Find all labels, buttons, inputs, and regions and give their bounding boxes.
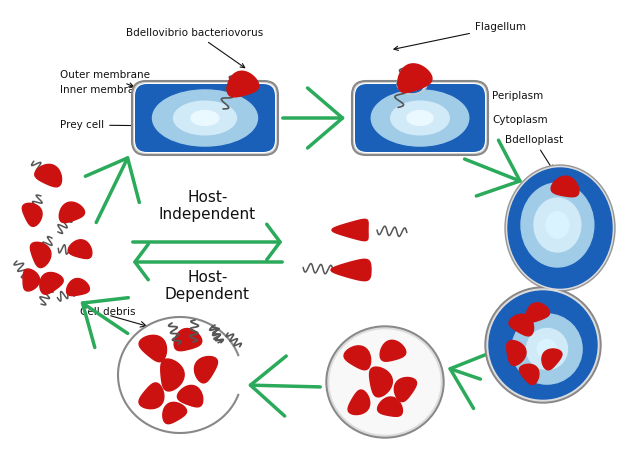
Ellipse shape bbox=[546, 212, 569, 238]
FancyBboxPatch shape bbox=[355, 84, 485, 152]
Polygon shape bbox=[551, 176, 579, 197]
Polygon shape bbox=[348, 390, 370, 415]
Polygon shape bbox=[331, 259, 371, 281]
Polygon shape bbox=[23, 269, 40, 291]
Polygon shape bbox=[380, 340, 406, 361]
Polygon shape bbox=[60, 202, 84, 222]
Ellipse shape bbox=[407, 110, 433, 125]
FancyBboxPatch shape bbox=[134, 83, 276, 153]
Ellipse shape bbox=[401, 79, 423, 93]
Text: Prey cell: Prey cell bbox=[60, 120, 171, 130]
Text: Outer membrane: Outer membrane bbox=[60, 70, 150, 87]
Polygon shape bbox=[67, 278, 90, 296]
Polygon shape bbox=[139, 383, 164, 409]
Text: Periplasm: Periplasm bbox=[492, 91, 543, 101]
Polygon shape bbox=[195, 356, 218, 383]
Text: Bdelloplast: Bdelloplast bbox=[505, 135, 563, 170]
Ellipse shape bbox=[397, 74, 427, 94]
Text: Host-
Independent: Host- Independent bbox=[159, 190, 256, 222]
Polygon shape bbox=[139, 336, 166, 362]
Polygon shape bbox=[30, 242, 51, 267]
Ellipse shape bbox=[506, 167, 614, 290]
Polygon shape bbox=[35, 164, 61, 187]
Polygon shape bbox=[369, 367, 392, 397]
FancyBboxPatch shape bbox=[132, 81, 278, 155]
Polygon shape bbox=[344, 346, 371, 370]
Ellipse shape bbox=[521, 183, 594, 267]
Polygon shape bbox=[163, 402, 187, 424]
Text: Host-
Dependent: Host- Dependent bbox=[165, 270, 250, 302]
FancyBboxPatch shape bbox=[135, 84, 275, 152]
Ellipse shape bbox=[508, 168, 612, 288]
FancyBboxPatch shape bbox=[352, 81, 488, 155]
Ellipse shape bbox=[399, 76, 425, 92]
Ellipse shape bbox=[512, 314, 582, 384]
Ellipse shape bbox=[485, 287, 601, 403]
Ellipse shape bbox=[173, 101, 237, 135]
Ellipse shape bbox=[371, 90, 468, 146]
Ellipse shape bbox=[391, 101, 449, 135]
Polygon shape bbox=[68, 240, 92, 258]
Text: Bdellovibrio bacteriovorus: Bdellovibrio bacteriovorus bbox=[126, 28, 264, 68]
Polygon shape bbox=[509, 314, 534, 336]
Ellipse shape bbox=[487, 289, 599, 401]
Polygon shape bbox=[332, 219, 368, 241]
Polygon shape bbox=[227, 71, 259, 97]
Text: Inner membrane: Inner membrane bbox=[60, 85, 147, 100]
Ellipse shape bbox=[330, 330, 440, 434]
Ellipse shape bbox=[489, 291, 597, 399]
Ellipse shape bbox=[534, 198, 581, 252]
Ellipse shape bbox=[326, 326, 444, 438]
Polygon shape bbox=[394, 377, 417, 402]
Ellipse shape bbox=[152, 90, 257, 146]
Polygon shape bbox=[526, 303, 550, 322]
Ellipse shape bbox=[505, 165, 615, 291]
Polygon shape bbox=[177, 385, 203, 407]
Polygon shape bbox=[22, 203, 42, 227]
Text: Flagellum: Flagellum bbox=[394, 22, 526, 50]
Polygon shape bbox=[542, 349, 562, 370]
Polygon shape bbox=[507, 340, 526, 365]
Ellipse shape bbox=[191, 110, 219, 125]
Text: Cell debris: Cell debris bbox=[80, 307, 136, 317]
Ellipse shape bbox=[328, 328, 442, 436]
FancyBboxPatch shape bbox=[354, 83, 486, 153]
Polygon shape bbox=[378, 397, 403, 416]
Text: Cytoplasm: Cytoplasm bbox=[444, 115, 548, 125]
Polygon shape bbox=[174, 329, 202, 350]
Polygon shape bbox=[161, 359, 184, 391]
Polygon shape bbox=[519, 364, 539, 385]
Ellipse shape bbox=[538, 339, 557, 359]
Polygon shape bbox=[40, 272, 63, 294]
Ellipse shape bbox=[527, 329, 568, 370]
Polygon shape bbox=[398, 64, 432, 93]
